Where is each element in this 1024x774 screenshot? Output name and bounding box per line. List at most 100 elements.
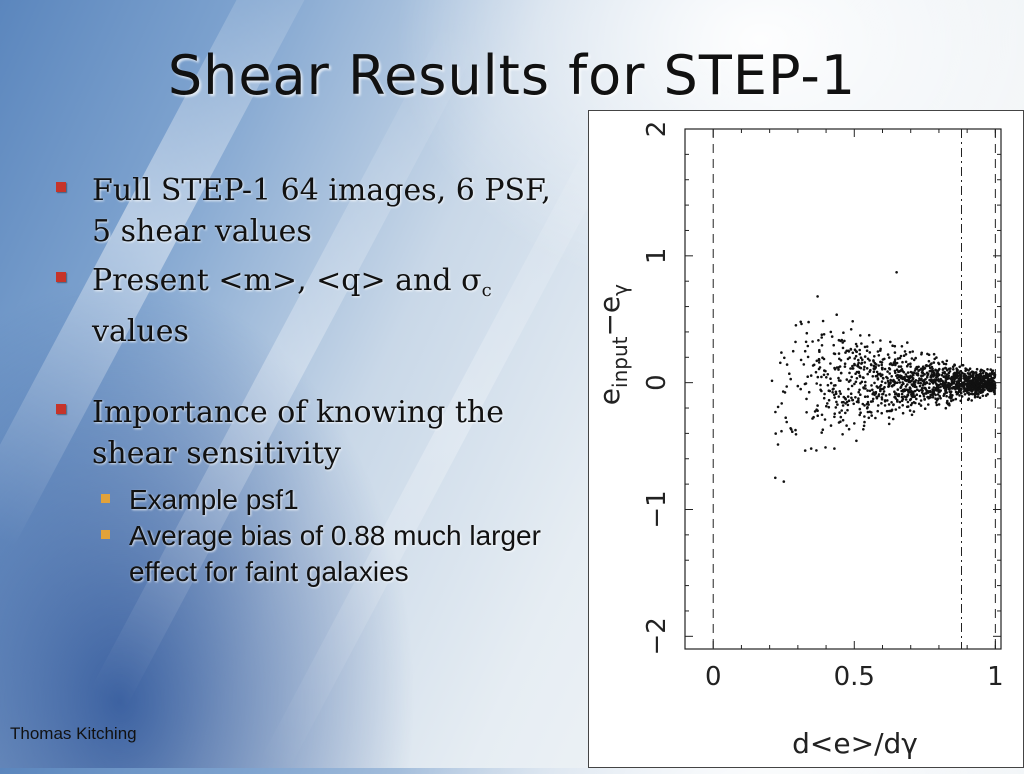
scatter-point: [978, 396, 982, 400]
scatter-point: [871, 341, 875, 344]
scatter-point: [926, 391, 930, 394]
scatter-point: [858, 375, 862, 378]
scatter-point: [829, 424, 833, 427]
scatter-point: [776, 443, 780, 446]
scatter-point: [947, 371, 951, 375]
scatter-point: [841, 341, 844, 344]
scatter-point: [986, 378, 990, 381]
scatter-point: [966, 383, 970, 387]
scatter-point: [965, 390, 968, 393]
scatter-point: [928, 378, 931, 382]
scatter-point: [909, 370, 913, 374]
scatter-point: [852, 402, 855, 406]
scatter-point: [936, 397, 940, 401]
y-label-hat-e: e: [593, 296, 626, 313]
scatter-point: [925, 371, 929, 375]
scatter-point: [901, 381, 904, 384]
scatter-point: [886, 399, 889, 402]
scatter-point: [866, 395, 869, 398]
scatter-point: [860, 361, 864, 365]
scatter-point: [918, 368, 921, 372]
scatter-point: [952, 368, 955, 371]
scatter-point: [907, 377, 911, 381]
scatter-point: [850, 384, 854, 388]
scatter-point: [993, 392, 996, 396]
scatter-point: [841, 346, 845, 350]
scatter-point: [978, 390, 981, 394]
scatter-point: [894, 392, 897, 396]
scatter-point: [889, 409, 892, 413]
scatter-point: [876, 372, 880, 376]
scatter-point: [820, 336, 823, 339]
scatter-point: [825, 376, 828, 379]
scatter-point: [863, 361, 867, 364]
scatter-point: [784, 416, 787, 420]
scatter-point: [951, 365, 955, 368]
scatter-point: [930, 365, 934, 369]
scatter-point: [829, 377, 832, 381]
scatter-point: [893, 395, 897, 399]
scatter-point: [871, 388, 874, 392]
scatter-point: [876, 350, 880, 353]
scatter-point: [956, 387, 959, 390]
scatter-point: [921, 365, 925, 368]
scatter-point: [881, 373, 884, 377]
scatter-point: [898, 369, 902, 373]
scatter-point: [904, 373, 908, 376]
scatter-point: [855, 377, 859, 380]
scatter-point: [822, 333, 826, 336]
scatter-point: [912, 358, 916, 362]
bullet-text: values: [92, 314, 189, 349]
scatter-point: [887, 416, 891, 419]
x-tick-label: 1: [987, 662, 1004, 692]
scatter-point: [855, 345, 859, 348]
scatter-point: [935, 403, 939, 407]
scatter-point: [823, 418, 827, 421]
scatter-point: [948, 395, 951, 399]
scatter-point: [963, 386, 966, 390]
scatter-point: [989, 389, 993, 393]
scatter-point: [927, 359, 931, 363]
scatter-point: [913, 389, 917, 393]
scatter-point: [959, 399, 962, 403]
scatter-point: [877, 364, 880, 367]
scatter-point: [878, 372, 882, 376]
scatter-point: [906, 400, 910, 404]
scatter-point: [927, 397, 930, 400]
scatter-point: [946, 369, 949, 372]
scatter-point: [837, 421, 841, 424]
scatter-point: [782, 480, 786, 483]
scatter-point: [859, 356, 863, 359]
scatter-point: [958, 389, 962, 393]
scatter-point: [990, 371, 994, 375]
scatter-point: [947, 374, 950, 378]
scatter-point: [862, 368, 866, 371]
scatter-point: [870, 384, 873, 387]
scatter-point: [884, 381, 887, 385]
scatter-point: [931, 393, 935, 397]
scatter-point: [880, 402, 883, 405]
scatter-point: [878, 385, 882, 388]
scatter-point: [832, 352, 836, 355]
scatter-point: [969, 389, 973, 392]
scatter-point: [865, 367, 869, 370]
scatter-point: [863, 345, 867, 349]
scatter-point: [898, 406, 901, 409]
scatter-point: [967, 385, 970, 389]
scatter-point: [935, 372, 939, 375]
sub-bullet-text: Average bias of 0.88 much larger effect …: [129, 520, 541, 587]
scatter-point: [831, 388, 835, 391]
scatter-point: [872, 370, 876, 374]
scatter-point: [849, 392, 853, 396]
scatter-point: [955, 367, 958, 370]
scatter-point: [860, 342, 863, 345]
scatter-point: [774, 432, 777, 435]
scatter-point: [967, 369, 970, 372]
scatter-point: [891, 417, 895, 421]
scatter-point: [959, 383, 962, 386]
scatter-point: [806, 344, 810, 348]
scatter-point: [915, 367, 919, 371]
scatter-point: [816, 295, 819, 298]
scatter-point: [815, 359, 819, 363]
